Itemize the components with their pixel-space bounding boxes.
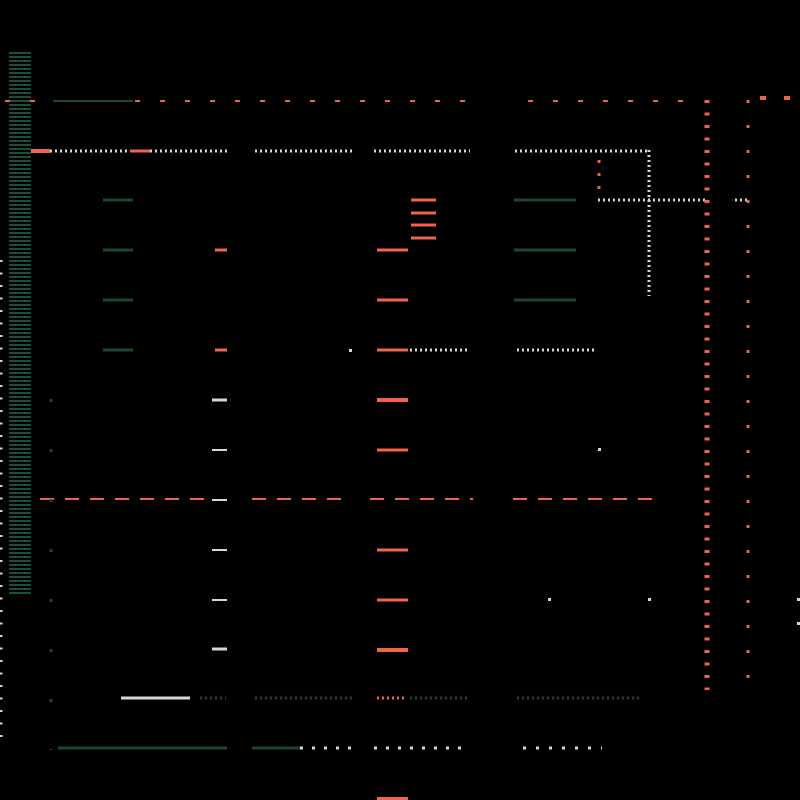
dot [797,598,800,601]
square [760,96,766,100]
dot [349,349,352,352]
square [784,96,790,100]
striped-column [9,50,31,596]
dot [648,598,651,601]
dot [797,622,800,625]
dot [598,448,601,451]
dot [548,598,551,601]
